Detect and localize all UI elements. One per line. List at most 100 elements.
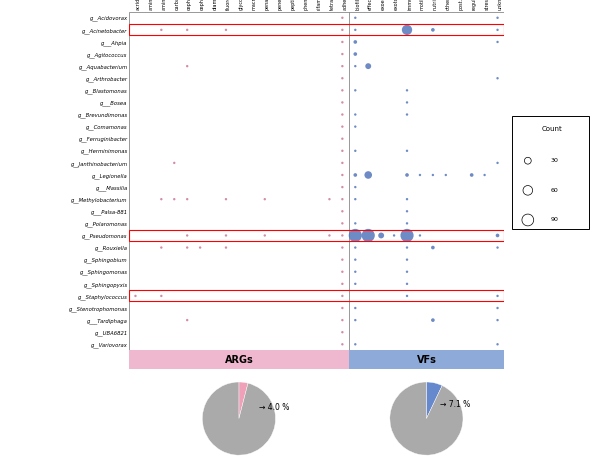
Point: [350, 304, 360, 312]
Point: [493, 340, 502, 348]
Point: [523, 216, 533, 224]
Point: [221, 244, 231, 251]
Point: [182, 244, 192, 251]
Point: [350, 38, 360, 45]
Point: [376, 232, 386, 239]
Point: [260, 232, 269, 239]
Point: [350, 317, 360, 324]
Point: [402, 256, 412, 264]
Point: [157, 196, 166, 203]
Point: [402, 26, 412, 34]
Bar: [129, 350, 349, 369]
Point: [402, 171, 412, 179]
Point: [338, 147, 347, 155]
Point: [350, 244, 360, 251]
Point: [221, 232, 231, 239]
Point: [338, 268, 347, 275]
Point: [338, 123, 347, 130]
Point: [338, 38, 347, 45]
Point: [415, 171, 425, 179]
Text: ARGs: ARGs: [224, 355, 253, 365]
Point: [493, 317, 502, 324]
Point: [157, 292, 166, 300]
Point: [338, 26, 347, 34]
Bar: [129, 290, 504, 302]
Point: [428, 244, 437, 251]
Point: [350, 171, 360, 179]
Point: [493, 292, 502, 300]
Point: [428, 26, 437, 34]
Point: [338, 256, 347, 264]
Point: [221, 196, 231, 203]
Point: [493, 38, 502, 45]
Point: [350, 340, 360, 348]
Point: [325, 232, 334, 239]
Point: [350, 123, 360, 130]
Point: [338, 75, 347, 82]
Point: [169, 159, 179, 166]
Point: [350, 183, 360, 191]
Point: [260, 196, 269, 203]
Text: VFs: VFs: [416, 355, 436, 365]
Point: [364, 232, 373, 239]
Point: [402, 207, 412, 215]
Point: [350, 111, 360, 118]
Point: [338, 232, 347, 239]
Point: [338, 317, 347, 324]
Point: [350, 50, 360, 58]
Bar: [129, 24, 504, 35]
Point: [182, 232, 192, 239]
Point: [338, 50, 347, 58]
Point: [350, 256, 360, 264]
Point: [350, 232, 360, 239]
Point: [350, 219, 360, 227]
Point: [325, 196, 334, 203]
Point: [338, 340, 347, 348]
Point: [402, 219, 412, 227]
Point: [350, 268, 360, 275]
Point: [493, 26, 502, 34]
Point: [338, 219, 347, 227]
Point: [350, 87, 360, 94]
Point: [338, 159, 347, 166]
Point: [402, 232, 412, 239]
Point: [182, 62, 192, 70]
Point: [338, 244, 347, 251]
Point: [402, 292, 412, 300]
Point: [169, 196, 179, 203]
Point: [182, 317, 192, 324]
Point: [441, 171, 451, 179]
Point: [338, 62, 347, 70]
Wedge shape: [390, 382, 463, 455]
Point: [338, 87, 347, 94]
Point: [493, 159, 502, 166]
Point: [338, 111, 347, 118]
Point: [338, 14, 347, 22]
Text: 60: 60: [551, 188, 558, 193]
Wedge shape: [427, 382, 442, 418]
Point: [157, 244, 166, 251]
Point: [402, 87, 412, 94]
Point: [480, 171, 490, 179]
Text: Count: Count: [542, 126, 562, 132]
Point: [389, 232, 399, 239]
Text: → 4.0 %: → 4.0 %: [259, 403, 289, 412]
Point: [428, 317, 437, 324]
Point: [364, 62, 373, 70]
Point: [221, 26, 231, 34]
Point: [196, 244, 205, 251]
Point: [338, 328, 347, 336]
Point: [182, 196, 192, 203]
Point: [364, 171, 373, 179]
Point: [402, 268, 412, 275]
Point: [402, 280, 412, 287]
Point: [402, 98, 412, 106]
Point: [338, 171, 347, 179]
Point: [338, 304, 347, 312]
Wedge shape: [239, 382, 248, 418]
Point: [493, 232, 502, 239]
Point: [350, 196, 360, 203]
Point: [338, 183, 347, 191]
Point: [338, 280, 347, 287]
Bar: [349, 350, 504, 369]
